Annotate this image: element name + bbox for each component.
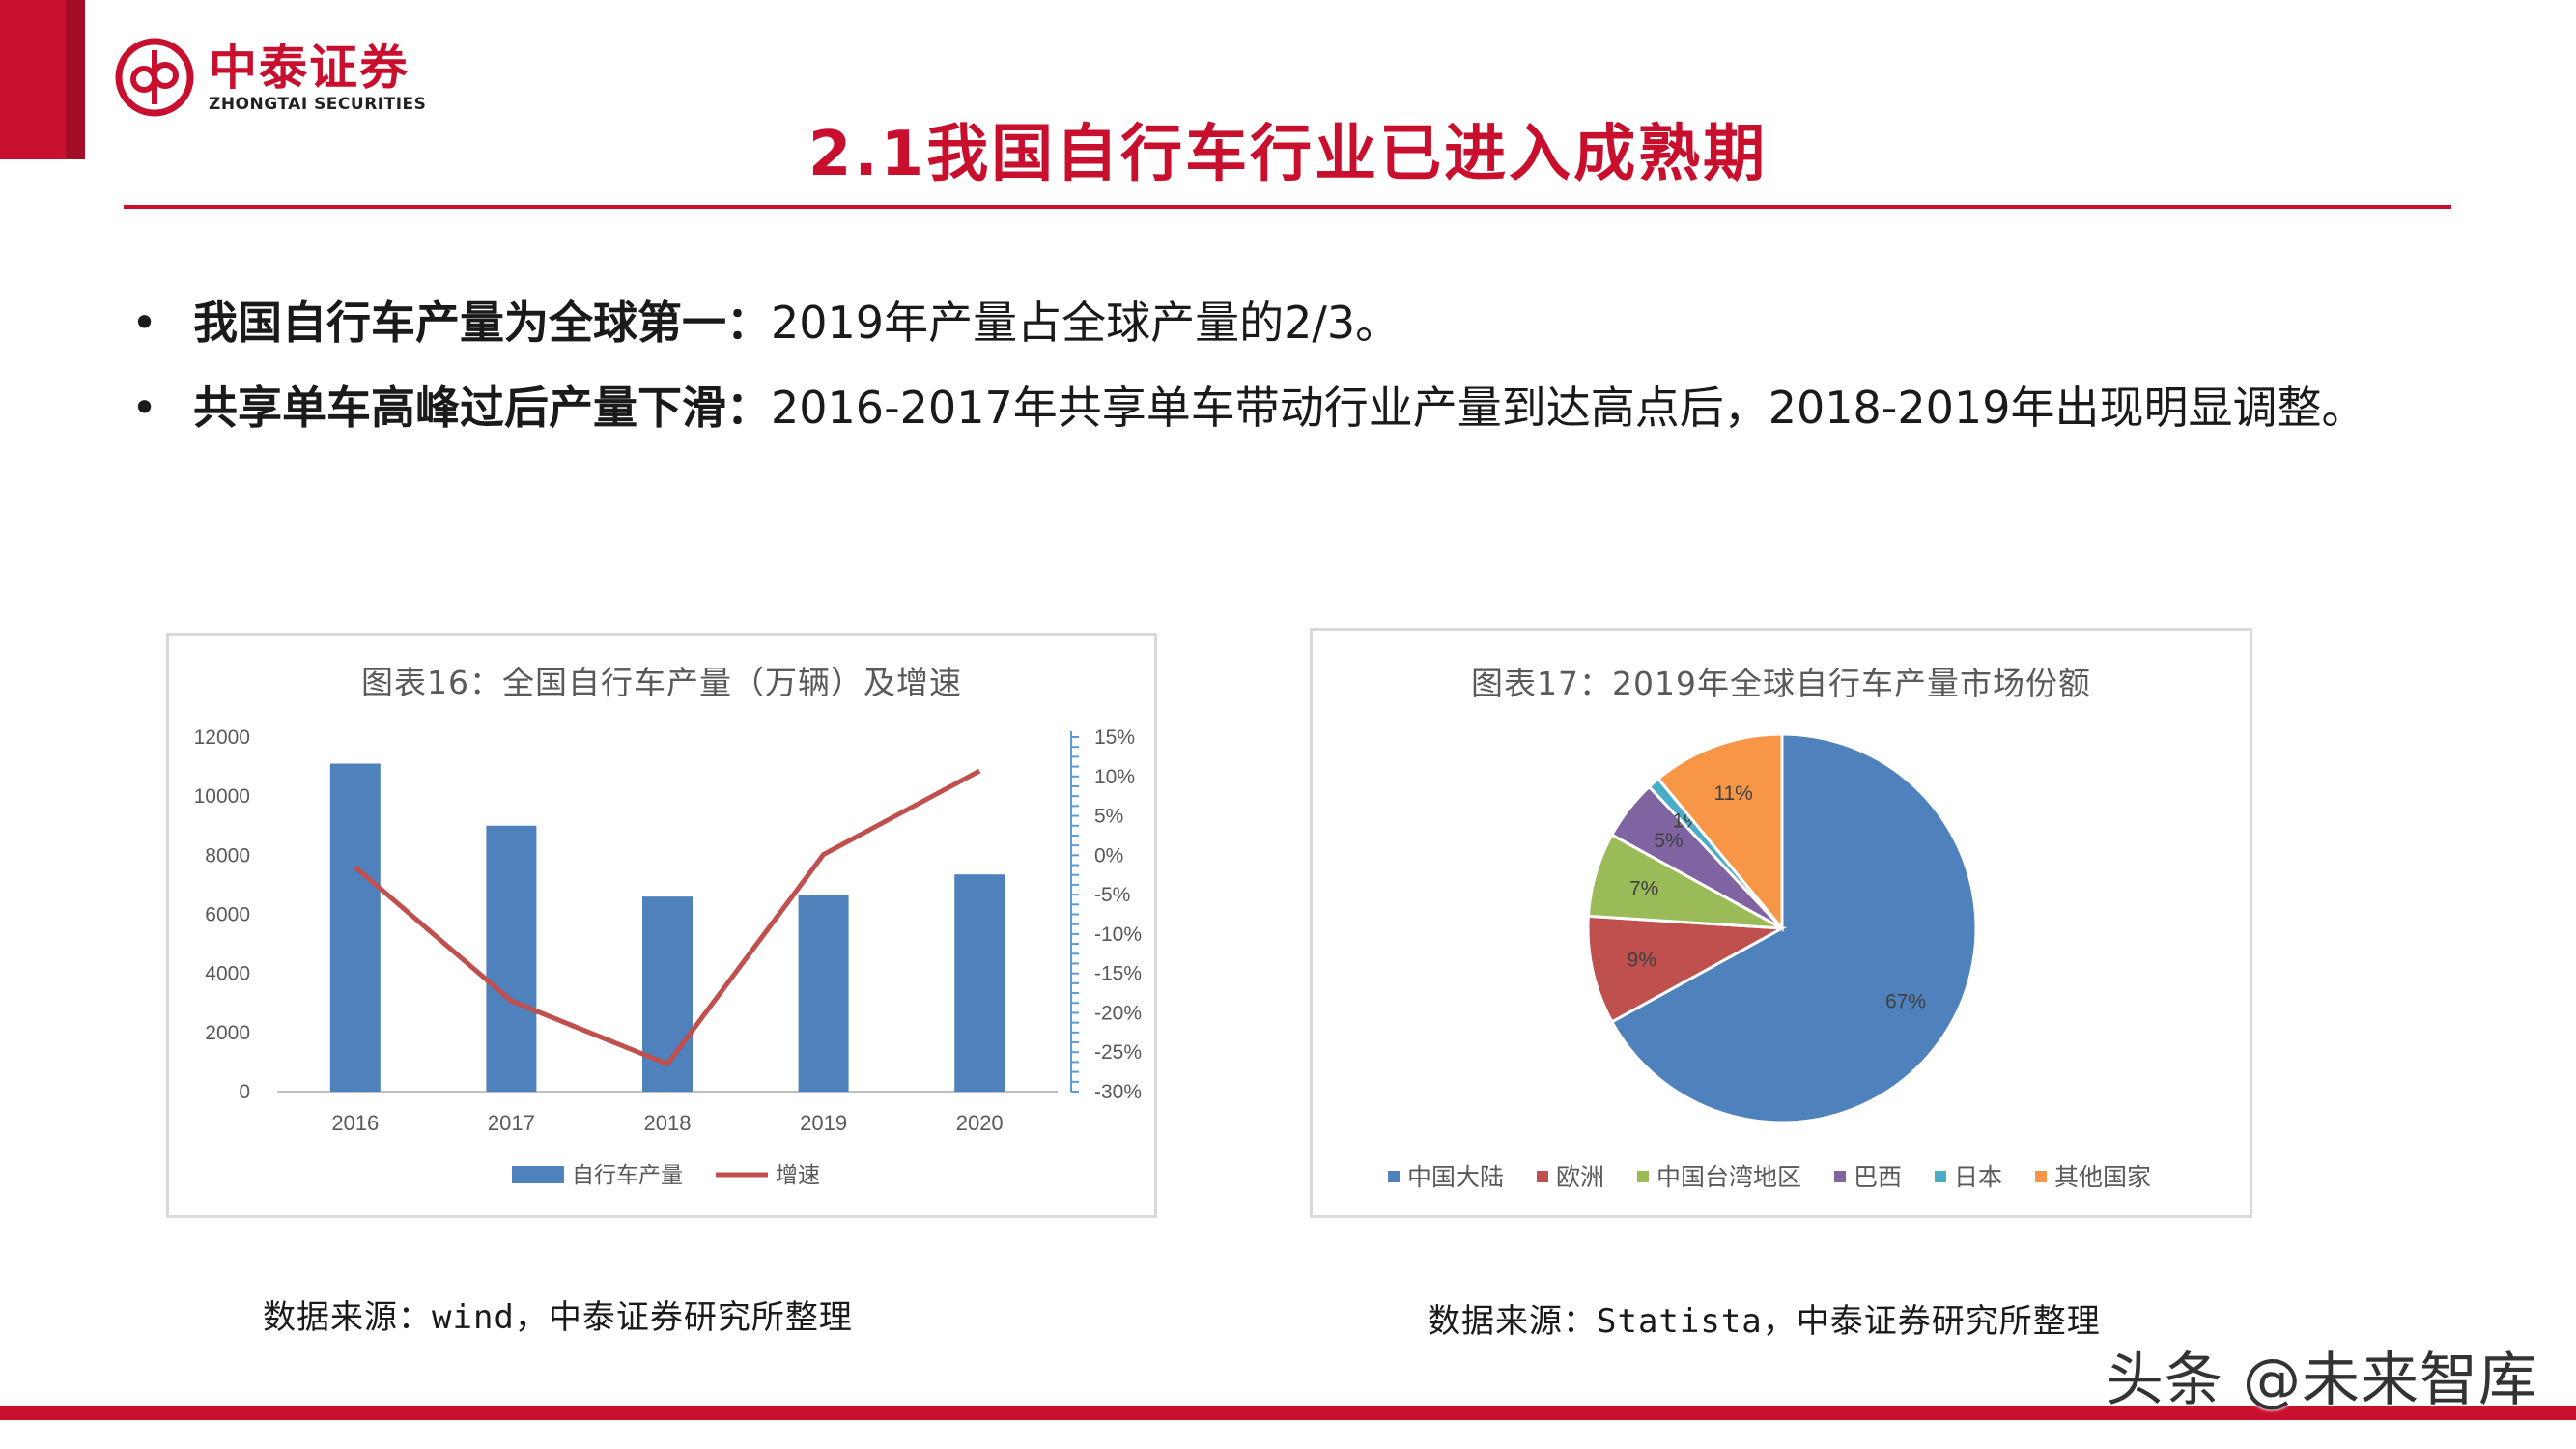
chart-title: 图表17：2019年全球自行车产量市场份额 [1471,665,2091,702]
y-right-tick-label: 5% [1094,806,1123,828]
footer-divider [0,1406,2576,1420]
pie-slice-label: 7% [1629,878,1658,900]
bullet-heading: 我国自行车产量为全球第一： [193,297,771,349]
pie-slice-label: 9% [1628,949,1656,971]
bullet-text: 2019年产量占全球产量的2/3。 [771,297,1401,349]
bar-production [798,895,849,1092]
y-right-tick-label: -5% [1094,884,1130,906]
pie-slice-label: 67% [1885,991,1926,1013]
watermark: 头条 @未来智库 [2105,1347,2537,1414]
bar-production [329,763,381,1092]
y-right-tick-label: -30% [1094,1081,1142,1103]
brand-logo: 中泰证券 ZHONGTAI SECURITIES [114,37,426,118]
production-chart-svg: 0 2000 4000 6000 8000 10000 12000 -30% -25% -20% -… [194,726,1142,1188]
line-growth [354,768,981,1066]
source-note-left: 数据来源：wind，中泰证券研究所整理 [263,1298,853,1337]
legend-swatch [1935,1171,1946,1182]
legend-label: 中国台湾地区 [1656,1163,1801,1191]
bullet-dot: • [131,382,158,434]
zhongtai-logo-icon [115,38,194,117]
legend-swatch [1537,1171,1548,1182]
bullet-dot: • [131,297,158,349]
bar-production [954,874,1005,1092]
x-tick-label: 2020 [956,1111,1004,1135]
legend-swatch [1834,1171,1846,1182]
bullet-list: • 我国自行车产量为全球第一：2019年产量占全球产量的2/3。 • 共享单车高… [124,280,2403,450]
y-right-tick-label: 15% [1094,726,1135,749]
y-left-tick-label: 2000 [205,1022,250,1044]
bullet-item: • 共享单车高峰过后产量下滑：2016-2017年共享单车带动行业产量到达高点后… [124,365,2403,450]
y-left-tick-label: 10000 [194,785,250,808]
legend-label: 欧洲 [1556,1163,1604,1191]
y-left-tick-label: 6000 [205,904,250,926]
pie-slice [1609,732,1978,1124]
x-tick-label: 2018 [644,1111,692,1135]
bullet-heading: 共享单车高峰过后产量下滑： [193,382,771,434]
y-right-tick-label: -10% [1094,923,1142,946]
legend-label-growth: 增速 [776,1163,820,1188]
legend-label: 中国大陆 [1407,1163,1504,1191]
brand-name-en: ZHONGTAI SECURITIES [209,95,427,114]
x-tick-label: 2017 [488,1111,535,1135]
y-right-tick-label: -15% [1094,963,1142,985]
brand-name-cn: 中泰证券 [209,40,410,96]
legend-swatch-production [512,1166,564,1183]
legend-swatch [2035,1171,2047,1182]
pie-slice-label: 11% [1713,782,1752,805]
legend-label-production: 自行车产量 [572,1163,683,1188]
page-title: 2.1我国自行车行业已进入成熟期 [807,119,1769,190]
y-right-tick-label: -25% [1094,1041,1142,1064]
legend-label: 其他国家 [2054,1163,2151,1191]
x-tick-label: 2019 [800,1111,847,1135]
pie-slice-label: 5% [1654,830,1683,852]
market-share-chart-svg: 67%9%7%5%1%11%中国大陆 欧洲 中国台湾地区 巴西 日本 其他国家 [1388,732,2151,1191]
bullet-item: • 我国自行车产量为全球第一：2019年产量占全球产量的2/3。 [124,280,2403,365]
source-note-right: 数据来源：Statista，中泰证券研究所整理 [1428,1302,2101,1341]
y-right-tick-label: 10% [1094,766,1135,788]
y-left-tick-label: 12000 [194,726,250,749]
y-left-tick-label: 8000 [205,844,250,867]
bar-production [486,825,537,1092]
y-left-tick-label: 0 [239,1081,250,1103]
production-chart: 图表16：全国自行车产量（万辆）及增速 0 2000 4000 6000 8000 100… [166,633,1157,1218]
y-right-tick-label: 0% [1094,844,1123,867]
legend-swatch [1388,1171,1400,1182]
title-divider [124,205,2451,209]
y-right-tick-label: -20% [1094,1002,1142,1024]
corner-accent-bar [0,0,85,159]
bullet-text: 2016-2017年共享单车带动行业产量到达高点后，2018-2019年出现明显… [771,382,2366,434]
chart-title: 图表16：全国自行车产量（万辆）及增速 [361,664,962,701]
pie-slice [1656,732,1784,933]
legend-label: 巴西 [1854,1163,1902,1191]
x-tick-label: 2016 [331,1111,379,1135]
pie-slice [1586,914,1788,1024]
legend-swatch [1637,1171,1649,1182]
market-share-chart: 图表17：2019年全球自行车产量市场份额 67% 9% 7% 5% 1% 11% 中国大陆… [1310,628,2252,1218]
legend-label: 日本 [1954,1163,2002,1191]
y-left-tick-label: 4000 [205,963,250,985]
